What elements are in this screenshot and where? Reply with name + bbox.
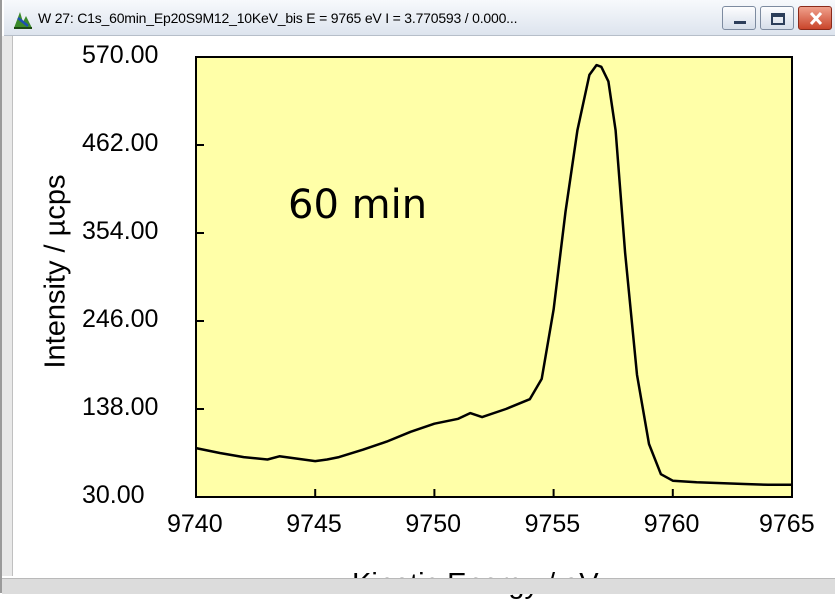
window-title: W 27: C1s_60min_Ep20S9M12_10KeV_bis E = … [38,10,518,26]
x-tick-label: 9760 [643,510,700,538]
minimize-button[interactable] [722,6,756,30]
close-button[interactable] [798,6,832,30]
x-tick-label: 9740 [167,510,223,538]
y-tick-label: 462.00 [82,129,159,157]
status-strip [2,578,835,594]
x-tick-label: 9755 [524,510,581,538]
maximize-button[interactable] [760,6,794,30]
maximize-icon [771,13,785,25]
x-tick-label: 9750 [405,510,462,538]
y-tick-label: 30.00 [82,481,145,509]
window-left-border [2,36,13,576]
y-tick-label: 138.00 [82,393,159,421]
minimize-icon [734,21,746,24]
close-icon [809,11,823,26]
x-tick-label: 9745 [286,510,342,538]
time-annotation: 60 min [288,182,428,228]
spectrum-line [195,63,792,487]
spectrum-app-icon [14,12,32,29]
y-tick-label: 354.00 [82,217,159,245]
y-tick-label: 570.00 [82,41,159,69]
plot-area [195,56,793,498]
y-axis-label: Intensity / µcps [39,174,72,369]
title-bar[interactable]: W 27: C1s_60min_Ep20S9M12_10KeV_bis E = … [4,0,835,36]
x-tick-label: 9765 [759,510,815,538]
y-tick-label: 246.00 [82,305,159,333]
